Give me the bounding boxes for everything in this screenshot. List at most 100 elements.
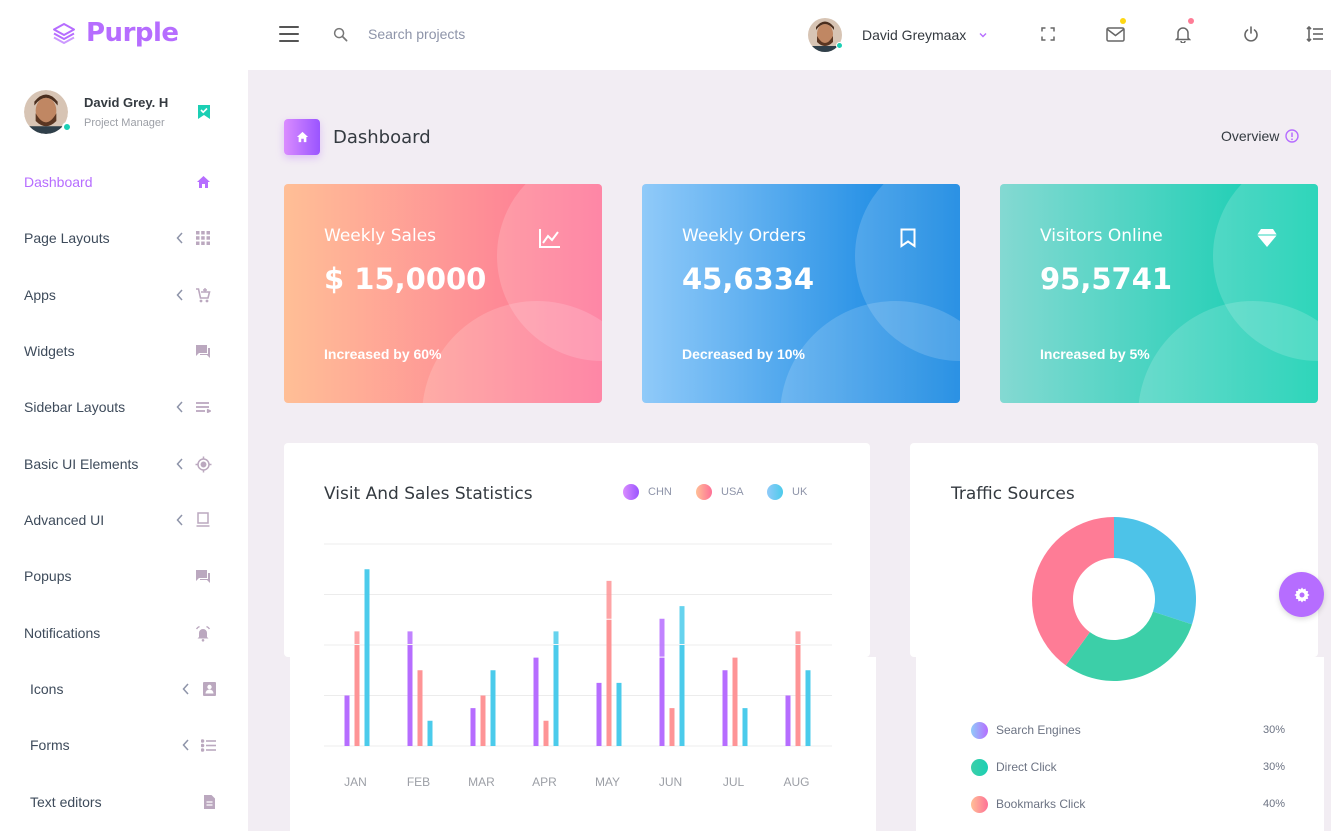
bar-stack-chn-feb [407,631,413,644]
list-icon [200,736,218,754]
chevron-left-icon [176,458,183,470]
sidebar-item-text-editors[interactable]: Text editors [0,782,248,822]
menu-icon[interactable] [279,26,299,42]
x-tick-label: JAN [344,775,367,789]
bell-icon[interactable] [1173,18,1194,44]
list-icon[interactable] [1305,24,1325,44]
cart-icon [194,286,212,304]
legend-label: CHN [648,486,672,498]
bar-uk-jan [364,569,370,746]
sidebar-item-dashboard[interactable]: Dashboard [0,162,248,202]
fullscreen-icon[interactable] [1038,24,1058,44]
sidebar-item-label: Sidebar Layouts [24,399,126,415]
home-icon-badge [284,119,320,155]
sidebar-item-icons[interactable]: Icons [0,669,248,709]
x-tick-label: JUL [723,775,745,789]
sidebar-item-sidebar-layouts[interactable]: Sidebar Layouts [0,387,248,427]
bar-stack-chn-jun [659,618,665,657]
card-value: 95,5741 [1040,262,1173,296]
bar-uk-may [616,682,622,746]
card-value: 45,6334 [682,262,815,296]
gear-icon [1294,587,1309,602]
legend-item-usa: USA [696,484,744,500]
sidebar-item-label: Basic UI Elements [24,456,139,472]
chevron-left-icon [182,739,189,751]
bar-usa-jan [354,645,360,746]
bar-stack-usa-aug [795,631,801,644]
traffic-label: Search Engines [996,723,1081,737]
top-navbar: Purple David Greymaax [0,0,1331,70]
sidebar-item-label: Widgets [24,343,75,359]
bar-stack-uk-apr [553,631,559,644]
sidebar-item-widgets[interactable]: Widgets [0,331,248,371]
weekly-orders-card[interactable]: Weekly Orders 45,6334 Decreased by 10% [642,184,960,403]
x-tick-label: MAR [468,775,495,789]
sidebar-item-basic-ui-elements[interactable]: Basic UI Elements [0,444,248,484]
sidebar-item-label: Popups [24,568,72,584]
crosshair-icon [194,455,212,473]
sidebar-item-page-layouts[interactable]: Page Layouts [0,218,248,258]
bar-usa-feb [417,670,423,746]
chevron-left-icon [176,514,183,526]
sidebar-item-label: Page Layouts [24,230,110,246]
chart-line-icon [539,229,560,248]
bar-stack-usa-jan [354,631,360,644]
bar-uk-jul [742,708,748,746]
bar-chn-aug [785,695,791,746]
mail-icon[interactable] [1105,18,1126,44]
card-value: $ 15,0000 [324,262,487,296]
bar-chn-jan [344,695,350,746]
x-tick-label: JUN [659,775,682,789]
card-subtitle: Increased by 5% [1040,346,1150,362]
search-input[interactable] [360,22,640,46]
traffic-value: 30% [1262,761,1285,773]
chat-icon [194,567,212,585]
sidebar-item-label: Text editors [30,794,102,810]
sidebar-item-advanced-ui[interactable]: Advanced UI [0,500,248,540]
bar-uk-mar [490,670,496,746]
bar-chn-jun [659,657,665,746]
card-subtitle: Increased by 60% [324,346,442,362]
profile-role: Project Manager [84,117,165,129]
diamond-icon [1257,229,1277,247]
sidebar-item-apps[interactable]: Apps [0,275,248,315]
visit-chart-title: Visit And Sales Statistics [324,484,533,504]
sidebar-item-label: Icons [30,681,64,697]
legend-label: USA [721,486,744,498]
card-title: Weekly Sales [324,226,437,246]
sidebar-profile[interactable]: David Grey. H Project Manager [24,90,224,138]
sidebar-item-popups[interactable]: Popups [0,556,248,596]
bar-uk-aug [805,670,811,746]
page-title: Dashboard [333,127,431,148]
sidebar-item-label: Advanced UI [24,512,105,528]
chevron-left-icon [176,289,183,301]
overview-link[interactable]: Overview [1221,128,1300,144]
donut-slice-search-engines [1114,517,1196,625]
sidebar-item-label: Apps [24,287,56,303]
bar-chn-may [596,682,602,746]
donut-slice-bookmarks-click [1032,517,1114,666]
chevron-left-icon [182,683,189,695]
sidebar-item-notifications[interactable]: Notifications [0,613,248,653]
bar-usa-jun [669,708,675,746]
brand-logo[interactable]: Purple [52,18,179,48]
user-menu[interactable]: David Greymaax [808,18,988,52]
legend-label: UK [792,486,808,498]
sidebar: David Grey. H Project Manager Dashboard … [0,70,248,831]
visitors-online-card[interactable]: Visitors Online 95,5741 Increased by 5% [1000,184,1318,403]
traffic-row-search-engines: Search Engines 30% [971,721,1285,739]
weekly-sales-card[interactable]: Weekly Sales $ 15,0000 Increased by 60% [284,184,602,403]
x-tick-label: MAY [595,775,620,789]
bar-usa-aug [795,645,801,746]
sidebar-item-label: Forms [30,737,70,753]
bar-stack-usa-may [606,580,612,619]
sidebar-item-label: Dashboard [24,174,93,190]
power-icon[interactable] [1241,24,1261,44]
card-title: Visitors Online [1040,226,1163,246]
chevron-down-icon [979,33,987,38]
sidebar-item-forms[interactable]: Forms [0,725,248,765]
settings-button[interactable] [1279,572,1324,617]
x-tick-label: FEB [407,775,430,789]
visit-sales-bar-chart: JAN FEB MAR APR MAY JUN JUL AUG [324,543,832,789]
bar-uk-feb [427,720,433,746]
